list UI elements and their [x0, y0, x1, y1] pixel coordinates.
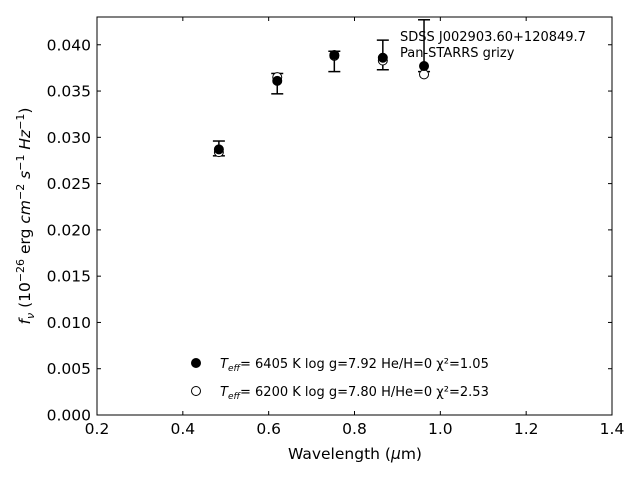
y-tick-label: 0.010 [47, 314, 91, 332]
filled-marker [419, 61, 430, 72]
x-axis-label: Wavelength (μm) [288, 445, 422, 463]
y-tick-label: 0.030 [47, 129, 91, 147]
y-tick-label: 0.040 [47, 36, 91, 54]
filled-marker [377, 52, 388, 63]
y-tick-label: 0.005 [47, 360, 91, 378]
legend-marker-open [191, 386, 201, 396]
y-tick-label: 0.025 [47, 175, 91, 193]
x-axis-ticks: 0.2 0.4 0.6 0.8 1.0 1.2 1.4 [85, 17, 625, 438]
x-tick-label: 0.4 [171, 420, 196, 438]
filled-marker [329, 49, 340, 60]
plot-frame [96, 16, 613, 416]
x-tick-label: 0.6 [256, 420, 281, 438]
filled-marker [272, 75, 283, 86]
open-marker [419, 69, 430, 80]
x-tick-label: 0.8 [342, 420, 367, 438]
x-tick-label: 0.2 [85, 420, 110, 438]
legend-label-filled: Teff= 6405 K log g=7.92 He/H=0 χ²=1.05 [220, 357, 489, 374]
x-tick-label: 1.0 [428, 420, 453, 438]
y-tick-label: 0.000 [47, 407, 91, 425]
x-tick-label: 1.2 [514, 420, 539, 438]
legend-marker-filled [191, 358, 201, 368]
y-axis-label: fν (10−26 erg cm−2 s−1 Hz−1) [14, 108, 37, 325]
error-bars [212, 19, 431, 157]
y-axis-ticks: 0.000 0.005 0.010 0.015 0.020 0.025 0.030 0.035… [47, 36, 612, 425]
y-tick-label: 0.035 [47, 83, 91, 101]
annotation-line-1: SDSS J002903.60+120849.7 [400, 30, 586, 45]
data-markers [213, 49, 430, 158]
legend-label-open: Teff= 6200 K log g=7.80 H/He=0 χ²=2.53 [220, 385, 489, 402]
legend: Teff= 6405 K log g=7.92 He/H=0 χ²=1.05 T… [191, 357, 489, 402]
y-tick-label: 0.020 [47, 221, 91, 239]
annotation-line-2: Pan-STARRS grizy [400, 46, 515, 61]
x-tick-label: 1.4 [600, 420, 625, 438]
filled-marker [213, 144, 224, 155]
y-tick-label: 0.015 [47, 268, 91, 286]
